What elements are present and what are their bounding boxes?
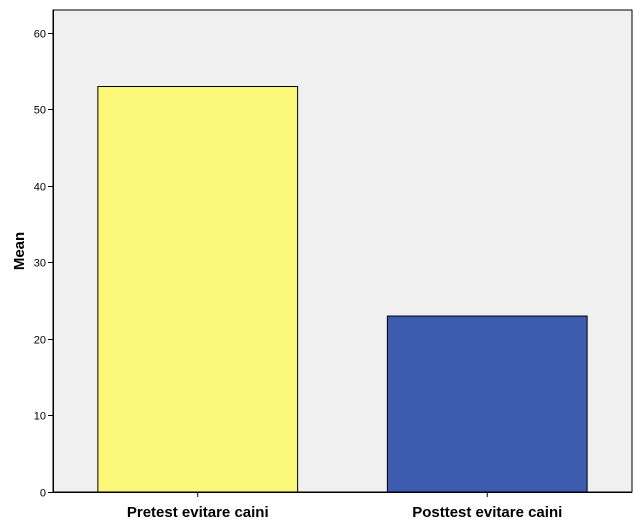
bar bbox=[97, 86, 299, 493]
y-tick-label: 20 bbox=[34, 335, 46, 347]
bars bbox=[97, 86, 588, 493]
x-category-label: Posttest evitare caini bbox=[412, 504, 562, 521]
y-tick-label: 40 bbox=[34, 182, 46, 194]
y-axis-ticks: 0 10 20 30 40 50 60 bbox=[34, 29, 53, 500]
y-axis-title: Mean bbox=[11, 232, 28, 270]
y-tick-label: 50 bbox=[34, 105, 46, 117]
y-tick-label: 0 bbox=[40, 488, 46, 500]
bar bbox=[386, 315, 588, 493]
x-axis-labels: Pretest evitare caini Posttest evitare ca… bbox=[127, 492, 562, 521]
x-category-label: Pretest evitare caini bbox=[127, 504, 269, 521]
y-tick-label: 60 bbox=[34, 29, 46, 41]
y-tick-label: 30 bbox=[34, 258, 46, 270]
y-tick-label: 10 bbox=[34, 411, 46, 423]
